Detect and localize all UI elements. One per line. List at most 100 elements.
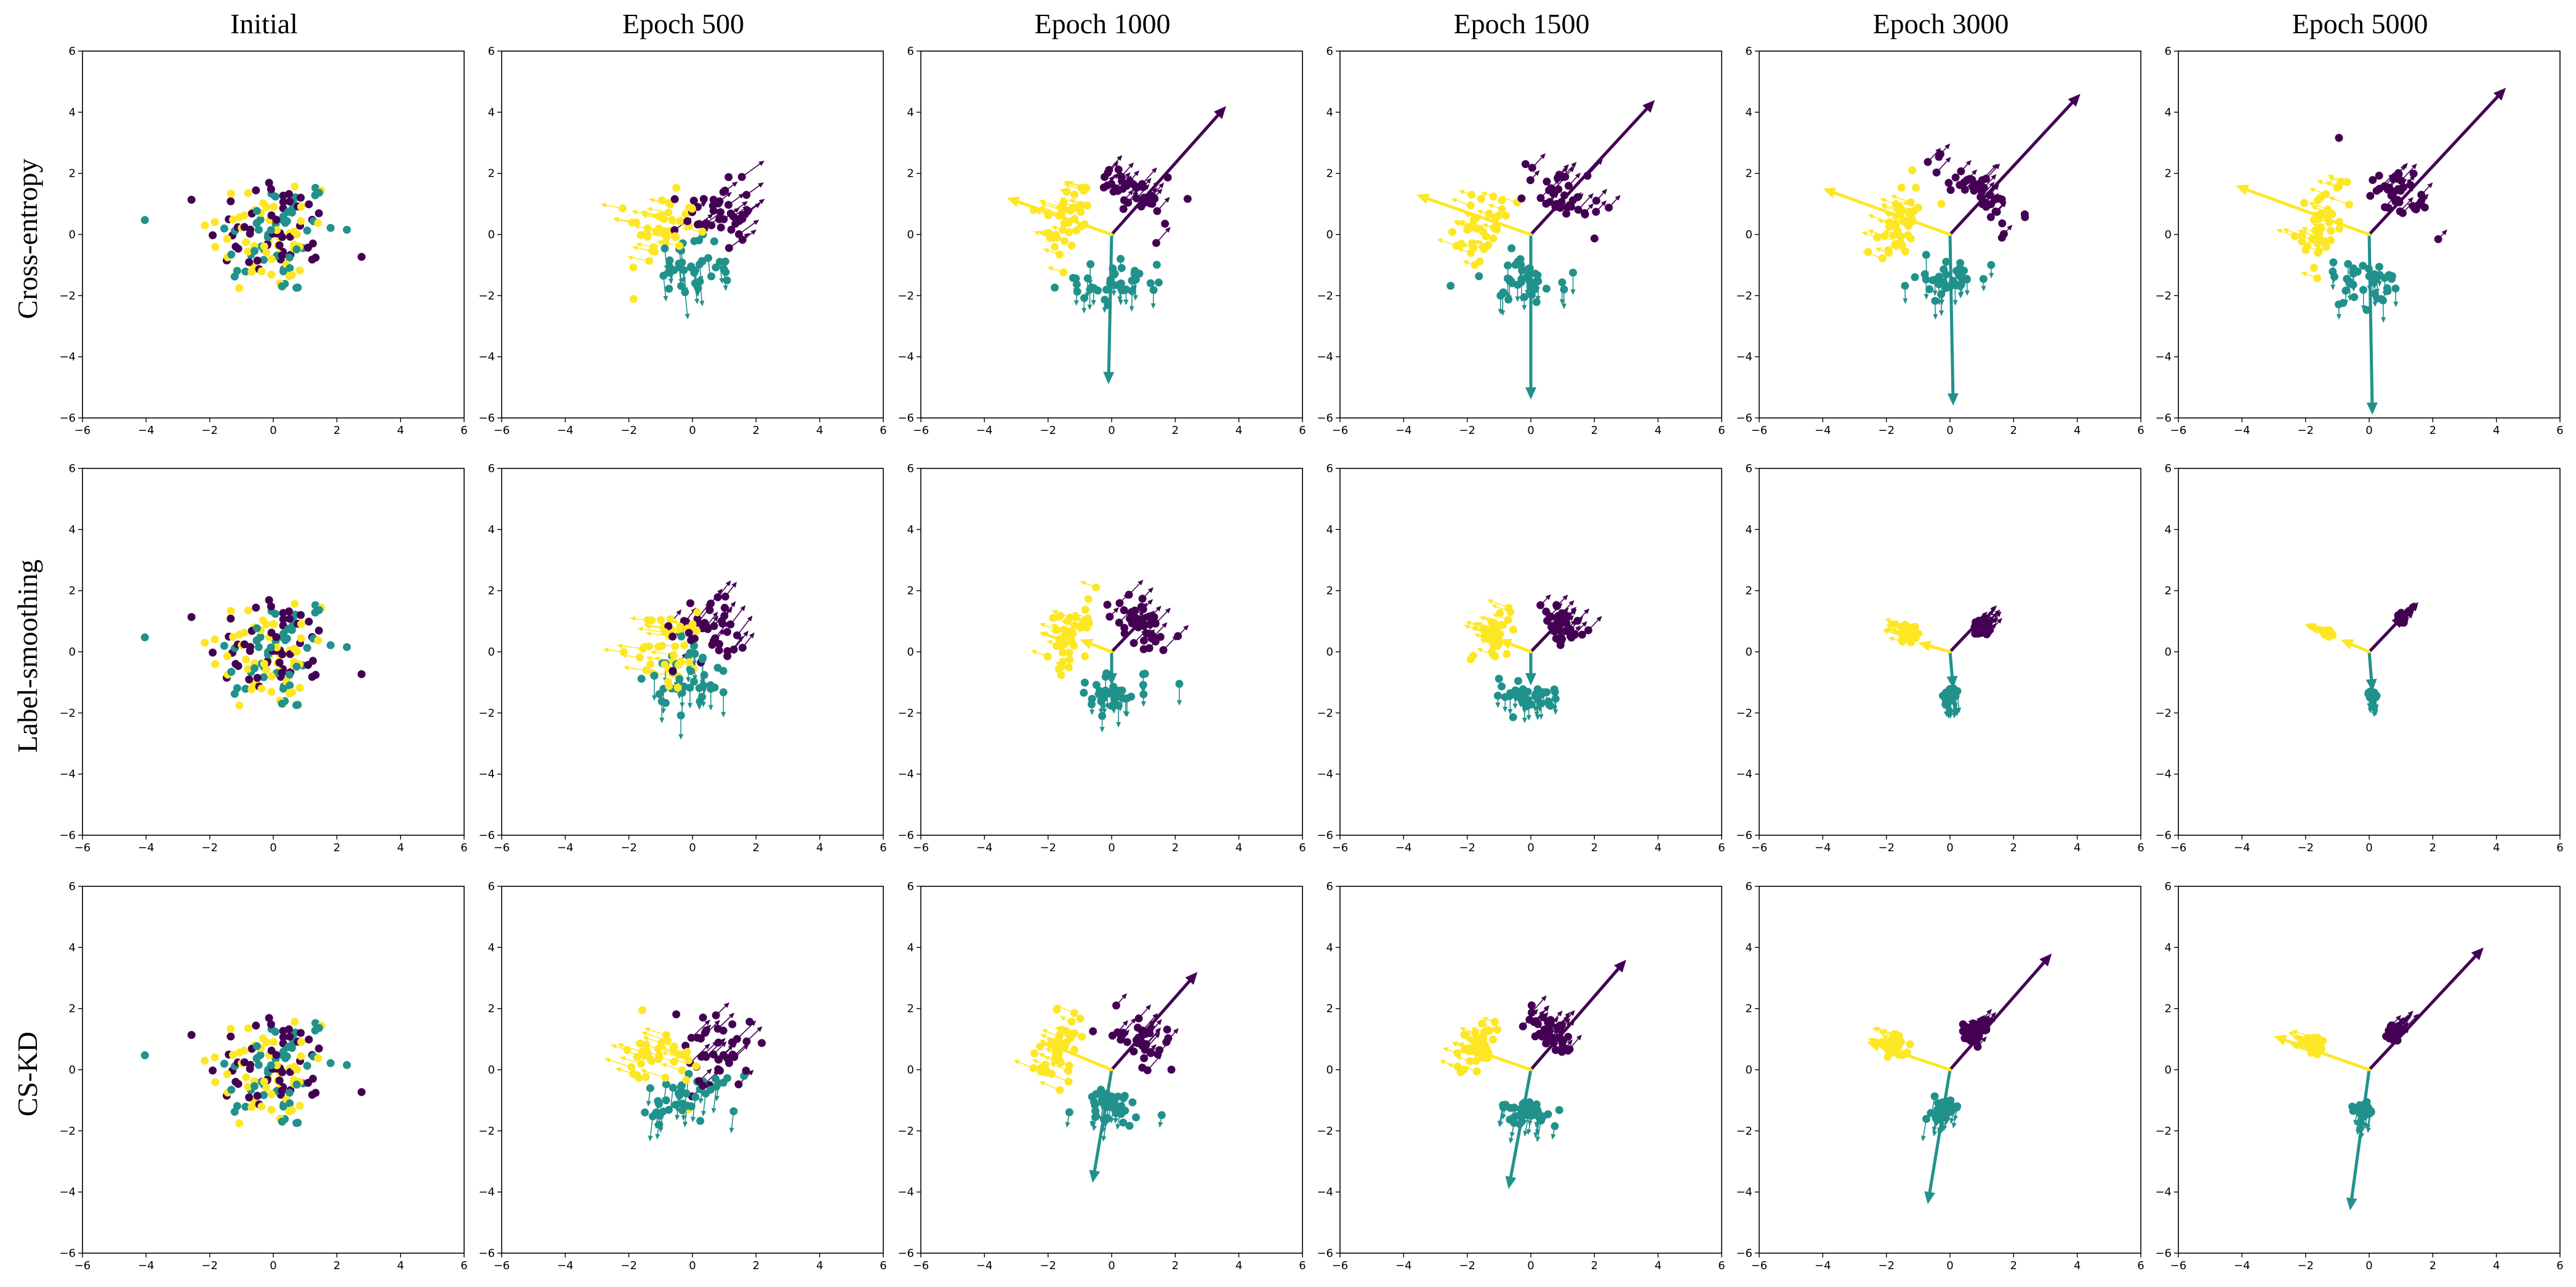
data-point (734, 230, 743, 239)
x-tick-label: 0 (1527, 424, 1534, 437)
data-point (220, 224, 228, 233)
data-point (1117, 172, 1126, 181)
subplot-cs-kd-initial: −6−6 −4 −4 −2 −2 0 0 2 2 4 4 6 6 (59, 880, 467, 1272)
data-point (1563, 1046, 1572, 1055)
x-tick-label: 6 (460, 841, 467, 854)
y-tick-label: −6 (1736, 412, 1752, 425)
data-point (660, 628, 669, 636)
data-point (1491, 639, 1500, 648)
y-tick-label: −6 (897, 1247, 914, 1260)
x-tick-label: 2 (2430, 841, 2436, 854)
data-point (1542, 284, 1551, 293)
data-point (1998, 219, 2007, 228)
data-point (278, 668, 286, 677)
data-point (724, 173, 733, 182)
data-point (1055, 1056, 1064, 1064)
data-point (1065, 648, 1073, 657)
data-point (267, 1061, 275, 1070)
data-point (326, 223, 335, 232)
data-point (286, 681, 294, 690)
data-point (1122, 285, 1131, 294)
data-point (655, 1120, 664, 1129)
data-point (2417, 198, 2425, 206)
marks (140, 178, 366, 292)
y-tick-label: 0 (907, 1064, 914, 1077)
y-tick-label: −2 (1736, 1125, 1752, 1137)
data-point (1514, 676, 1522, 685)
x-tick-label: 2 (753, 1259, 760, 1272)
row-titles: Cross-entropy Label-smoothing CS-KD (12, 159, 43, 1117)
data-point (674, 660, 683, 669)
data-point (1058, 648, 1067, 657)
x-tick-label: 0 (1946, 841, 1953, 854)
data-point (1146, 1048, 1155, 1056)
data-point (245, 675, 254, 684)
data-point (287, 271, 296, 279)
data-point (1142, 629, 1150, 638)
x-tick-label: −2 (201, 841, 218, 854)
data-point (272, 1051, 281, 1059)
data-point (241, 684, 250, 693)
x-tick-label: −2 (620, 841, 637, 854)
y-tick-label: −2 (478, 289, 495, 302)
data-point (2327, 236, 2335, 244)
data-point (314, 636, 323, 644)
data-point (675, 675, 684, 683)
data-point (715, 197, 724, 206)
y-tick-label: −6 (1317, 829, 1333, 842)
data-point (726, 209, 735, 218)
data-point (201, 221, 209, 230)
y-tick-label: 0 (1746, 1064, 1752, 1077)
column-title-epoch-1000: Epoch 1000 (1034, 8, 1170, 39)
data-point (724, 244, 733, 252)
y-tick-label: −2 (59, 1125, 76, 1137)
y-tick-label: −6 (1317, 412, 1333, 425)
data-point (1091, 583, 1100, 591)
data-point (1990, 195, 1999, 204)
data-point (709, 195, 718, 204)
data-point (1085, 619, 1093, 628)
x-tick-label: −6 (494, 1259, 510, 1272)
data-point (308, 657, 317, 665)
data-point (745, 1017, 754, 1026)
data-point (654, 1055, 663, 1064)
data-point (287, 208, 296, 217)
weight-vector-class-0 (1110, 106, 1226, 236)
data-point (688, 620, 697, 628)
x-tick-label: 4 (1235, 841, 1242, 854)
data-point (1475, 272, 1483, 281)
data-point (639, 644, 648, 653)
data-point (1503, 274, 1512, 283)
data-point (308, 255, 316, 264)
data-point (1072, 280, 1081, 289)
data-point (295, 683, 304, 692)
data-point (2375, 262, 2383, 271)
data-point (1957, 280, 1965, 289)
data-point (676, 711, 685, 720)
data-point (1137, 603, 1146, 611)
subplot-cross-entropy-initial: −6−6 −4 −4 −2 −2 0 0 2 2 4 4 6 6 (59, 45, 467, 437)
data-point (1906, 198, 1915, 207)
data-point (267, 1105, 276, 1114)
data-point (285, 253, 294, 262)
data-point (287, 688, 296, 697)
data-point (1149, 286, 1158, 294)
y-tick-label: 0 (1746, 228, 1752, 241)
data-point (1922, 1115, 1930, 1123)
data-point (734, 1080, 743, 1089)
data-point (275, 241, 284, 250)
data-point (1566, 625, 1575, 634)
data-point (700, 1051, 709, 1059)
data-point (2313, 196, 2322, 205)
data-point (1077, 201, 1085, 209)
x-tick-label: −2 (1459, 841, 1475, 854)
x-tick-label: 4 (397, 424, 404, 437)
x-tick-label: 4 (2493, 1259, 2500, 1272)
data-point (1067, 1017, 1076, 1026)
data-point (723, 276, 731, 284)
x-tick-label: 4 (816, 841, 823, 854)
data-point (2417, 190, 2426, 199)
data-point (1043, 652, 1052, 661)
data-point (262, 665, 271, 674)
data-point (291, 182, 299, 191)
